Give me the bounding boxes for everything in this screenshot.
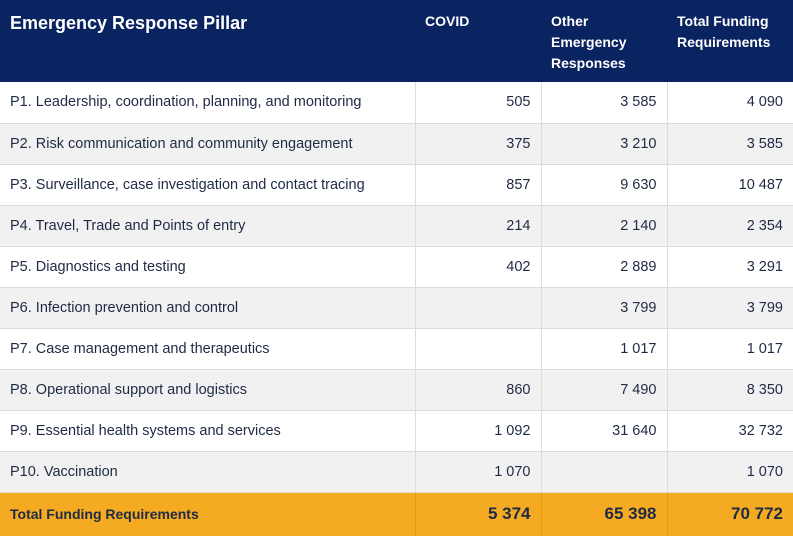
cell-other: 2 889: [540, 246, 667, 288]
table-footer: Total Funding Requirements 5 374 65 398 …: [0, 492, 793, 536]
cell-total: 4 090: [666, 82, 793, 124]
table-row: P4. Travel, Trade and Points of entry 21…: [0, 205, 793, 247]
cell-other: 7 490: [540, 369, 667, 411]
table-header: Emergency Response Pillar COVID Other Em…: [0, 0, 793, 82]
table-row: P10. Vaccination 1 070 1 070: [0, 451, 793, 493]
footer-covid: 5 374: [414, 492, 541, 536]
header-other: Other Emergency Responses: [541, 0, 667, 82]
cell-total: 1 017: [666, 328, 793, 370]
table-row: P7. Case management and therapeutics 1 0…: [0, 328, 793, 370]
header-other-line2: Emergency: [551, 34, 627, 50]
cell-covid: 505: [414, 82, 541, 124]
cell-total: 32 732: [666, 410, 793, 452]
header-total-line2: Requirements: [677, 34, 771, 50]
cell-pillar: P2. Risk communication and community eng…: [0, 123, 415, 165]
cell-total: 10 487: [666, 164, 793, 206]
footer-other: 65 398: [540, 492, 667, 536]
cell-pillar: P10. Vaccination: [0, 451, 415, 493]
header-pillar: Emergency Response Pillar: [0, 0, 415, 82]
cell-other: 31 640: [540, 410, 667, 452]
cell-covid: [414, 328, 541, 370]
cell-other: 3 210: [540, 123, 667, 165]
cell-other: 9 630: [540, 164, 667, 206]
cell-other: 3 799: [540, 287, 667, 329]
table-row: P5. Diagnostics and testing 402 2 889 3 …: [0, 246, 793, 288]
cell-covid: 857: [414, 164, 541, 206]
cell-covid: 1 092: [414, 410, 541, 452]
cell-total: 3 291: [666, 246, 793, 288]
table-row: P6. Infection prevention and control 3 7…: [0, 287, 793, 329]
cell-pillar: P1. Leadership, coordination, planning, …: [0, 82, 415, 124]
table-row: P1. Leadership, coordination, planning, …: [0, 82, 793, 124]
header-other-line3: Responses: [551, 55, 626, 71]
footer-total: 70 772: [666, 492, 793, 536]
cell-covid: [414, 287, 541, 329]
cell-other: 1 017: [540, 328, 667, 370]
cell-pillar: P3. Surveillance, case investigation and…: [0, 164, 415, 206]
cell-other: 3 585: [540, 82, 667, 124]
table-row: P2. Risk communication and community eng…: [0, 123, 793, 165]
cell-other: 2 140: [540, 205, 667, 247]
cell-other: [540, 451, 667, 493]
cell-covid: 402: [414, 246, 541, 288]
cell-total: 3 799: [666, 287, 793, 329]
cell-pillar: P4. Travel, Trade and Points of entry: [0, 205, 415, 247]
cell-total: 3 585: [666, 123, 793, 165]
cell-covid: 375: [414, 123, 541, 165]
table-row: P3. Surveillance, case investigation and…: [0, 164, 793, 206]
cell-pillar: P5. Diagnostics and testing: [0, 246, 415, 288]
header-other-line1: Other: [551, 13, 589, 29]
cell-total: 8 350: [666, 369, 793, 411]
cell-pillar: P8. Operational support and logistics: [0, 369, 415, 411]
footer-label: Total Funding Requirements: [0, 492, 415, 536]
table-row: P8. Operational support and logistics 86…: [0, 369, 793, 411]
header-total-line1: Total Funding: [677, 13, 769, 29]
totals-row: Total Funding Requirements 5 374 65 398 …: [0, 492, 793, 536]
cell-total: 1 070: [666, 451, 793, 493]
cell-pillar: P7. Case management and therapeutics: [0, 328, 415, 370]
cell-pillar: P6. Infection prevention and control: [0, 287, 415, 329]
cell-covid: 214: [414, 205, 541, 247]
cell-covid: 860: [414, 369, 541, 411]
table-body: P1. Leadership, coordination, planning, …: [0, 82, 793, 493]
header-total: Total Funding Requirements: [667, 0, 793, 82]
cell-covid: 1 070: [414, 451, 541, 493]
table-row: P9. Essential health systems and service…: [0, 410, 793, 452]
cell-pillar: P9. Essential health systems and service…: [0, 410, 415, 452]
header-covid: COVID: [415, 0, 541, 82]
cell-total: 2 354: [666, 205, 793, 247]
